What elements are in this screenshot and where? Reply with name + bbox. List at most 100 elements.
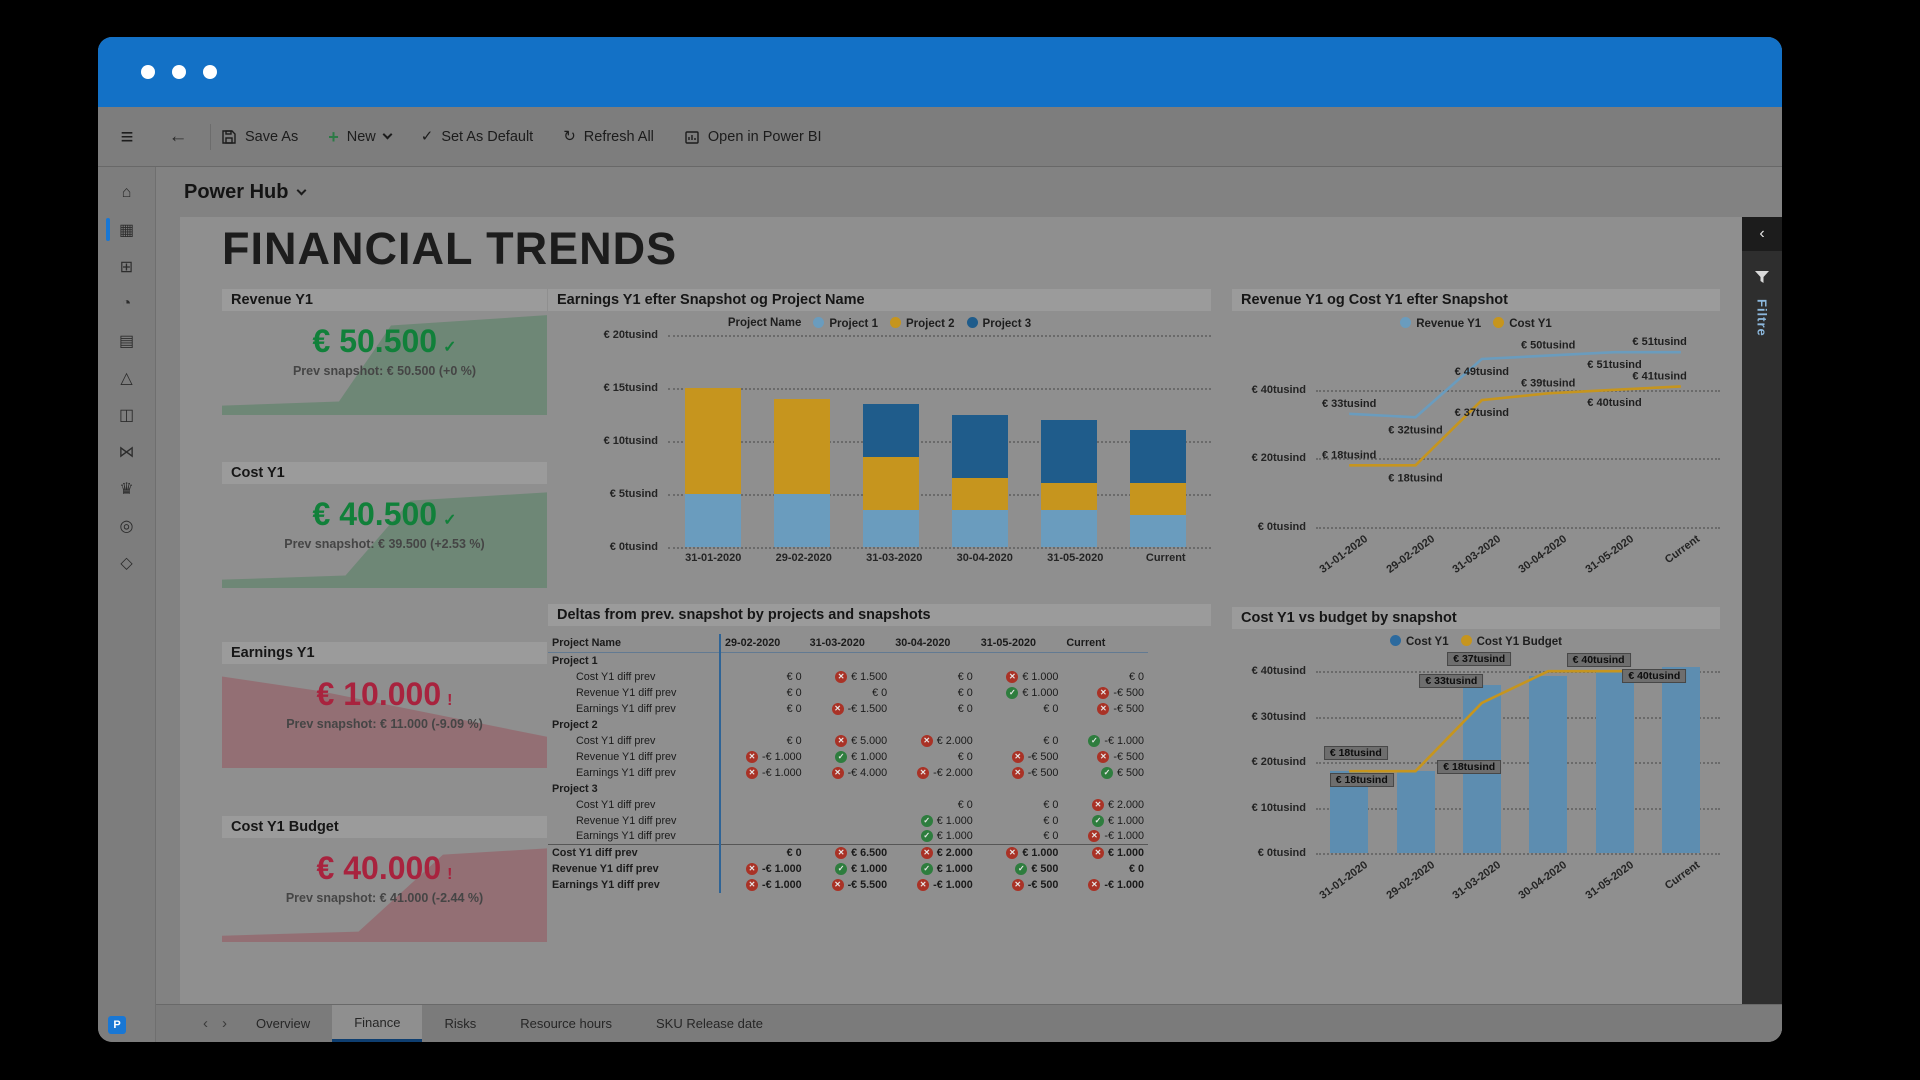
cell[interactable]: ✕ € 6.500 bbox=[805, 844, 892, 861]
window-dot-3[interactable] bbox=[203, 65, 217, 79]
bar-cost-y1-current[interactable] bbox=[1661, 666, 1700, 853]
cell[interactable] bbox=[719, 652, 806, 669]
line-cost-y1[interactable] bbox=[1349, 385, 1681, 467]
bar-segment-project-1-30-04-2020[interactable] bbox=[952, 509, 1009, 547]
cell[interactable]: € 0 bbox=[806, 685, 892, 701]
bar-segment-project-2-31-05-2020[interactable] bbox=[1041, 483, 1098, 510]
cell[interactable]: € 0 bbox=[891, 749, 977, 765]
cell[interactable] bbox=[719, 796, 806, 813]
sidebar-item-boards[interactable]: ⊞ bbox=[98, 251, 155, 282]
cell[interactable]: ✕ -€ 4.000 bbox=[806, 765, 892, 781]
window-dot-2[interactable] bbox=[172, 65, 186, 79]
cell[interactable]: ✕ -€ 500 bbox=[977, 765, 1063, 781]
legend-item-revenue-y1[interactable]: Revenue Y1 bbox=[1400, 316, 1481, 330]
legend-item-project-1[interactable]: Project 1 bbox=[813, 316, 878, 330]
bar-segment-project-1-31-05-2020[interactable] bbox=[1041, 509, 1098, 547]
cell[interactable]: ✓ € 1.000 bbox=[1062, 813, 1148, 829]
cell[interactable]: € 0 bbox=[719, 684, 806, 701]
table-row-cost-y1-diff-prev[interactable]: Cost Y1 diff prev € 0 ✕ € 6.500 ✕ € 2.000 ✕ € 1… bbox=[548, 844, 1148, 861]
sidebar-item-links[interactable]: ⋈ bbox=[98, 436, 155, 467]
cell[interactable]: ✕ -€ 1.000 bbox=[719, 748, 806, 765]
table-row-earnings-y1-diff-prev[interactable]: Earnings Y1 diff prev ✓ € 1.000 € 0 ✕ -€ 1.00… bbox=[548, 828, 1148, 845]
sidebar-item-globe[interactable]: ◔ bbox=[98, 288, 155, 319]
collapse-filter-pane-button[interactable]: ‹ bbox=[1742, 217, 1782, 251]
bar-segment-project-1-29-02-2020[interactable] bbox=[773, 494, 830, 547]
cell[interactable]: € 0 bbox=[719, 668, 806, 685]
cell[interactable]: ✓ € 500 bbox=[977, 861, 1063, 877]
power-apps-badge[interactable]: P bbox=[108, 1016, 126, 1034]
tab-finance[interactable]: Finance bbox=[332, 1005, 423, 1042]
column-header-31-03-2020[interactable]: 31-03-2020 bbox=[805, 634, 892, 653]
bar-segment-project-1-31-03-2020[interactable] bbox=[862, 509, 919, 547]
cell[interactable] bbox=[806, 813, 892, 829]
sidebar-item-people[interactable]: ◇ bbox=[98, 547, 155, 578]
cell[interactable]: ✕ -€ 1.000 bbox=[719, 860, 806, 877]
table-row-cost-y1-diff-prev[interactable]: Cost Y1 diff prev € 0 ✕ € 1.500 € 0 ✕ € 1.000 €… bbox=[548, 668, 1148, 685]
cell[interactable]: € 0 bbox=[719, 844, 806, 861]
cell[interactable]: ✕ -€ 1.000 bbox=[891, 877, 977, 893]
column-header-30-04-2020[interactable]: 30-04-2020 bbox=[891, 634, 977, 653]
cell[interactable]: ✕ -€ 2.000 bbox=[891, 765, 977, 781]
cell[interactable] bbox=[1062, 653, 1148, 669]
line-revenue-y1[interactable] bbox=[1349, 350, 1681, 419]
cell[interactable]: ✕ -€ 5.500 bbox=[806, 877, 892, 893]
table-row-revenue-y1-diff-prev[interactable]: Revenue Y1 diff prev ✕ -€ 1.000 ✓ € 1.000 ✓ € … bbox=[548, 860, 1148, 877]
cell[interactable]: ✕ -€ 500 bbox=[1062, 749, 1148, 765]
bar-segment-project-1-current[interactable] bbox=[1130, 515, 1187, 547]
bar-segment-project-2-current[interactable] bbox=[1130, 483, 1187, 516]
legend-item-cost-y1-budget[interactable]: Cost Y1 Budget bbox=[1460, 634, 1562, 648]
table-row-cost-y1-diff-prev[interactable]: Cost Y1 diff prev € 0 ✕ € 5.000 ✕ € 2.000 € 0 ✓… bbox=[548, 732, 1148, 749]
cell[interactable]: € 0 bbox=[977, 797, 1063, 813]
cell[interactable] bbox=[891, 781, 977, 797]
table-row-revenue-y1-diff-prev[interactable]: Revenue Y1 diff prev ✕ -€ 1.000 ✓ € 1.000 € 0… bbox=[548, 748, 1148, 765]
cell[interactable]: € 0 bbox=[891, 669, 977, 685]
bar-segment-project-2-31-01-2020[interactable] bbox=[684, 388, 741, 494]
cell[interactable] bbox=[719, 780, 806, 797]
cell[interactable] bbox=[806, 717, 892, 733]
tabs-next-icon[interactable]: › bbox=[222, 1015, 227, 1032]
cell[interactable]: ✕ -€ 1.000 bbox=[719, 876, 806, 893]
cell[interactable]: ✕ € 5.000 bbox=[806, 733, 892, 749]
hamburger-menu-icon[interactable]: ≡ bbox=[120, 123, 134, 149]
cell[interactable]: ✕ -€ 500 bbox=[977, 749, 1063, 765]
table-row-earnings-y1-diff-prev[interactable]: Earnings Y1 diff prev ✕ -€ 1.000 ✕ -€ 4.000 ✕… bbox=[548, 764, 1148, 781]
cell[interactable]: ✓ € 1.000 bbox=[891, 861, 977, 877]
cell[interactable]: ✕ € 2.000 bbox=[1062, 797, 1148, 813]
page-title-chevron-icon[interactable] bbox=[297, 185, 307, 195]
cell[interactable] bbox=[891, 653, 977, 669]
cell[interactable]: ✕ € 2.000 bbox=[891, 733, 977, 749]
table-row-earnings-y1-diff-prev[interactable]: Earnings Y1 diff prev € 0 ✕ -€ 1.500 € 0 € 0 ✕… bbox=[548, 700, 1148, 717]
cell[interactable]: ✕ € 2.000 bbox=[891, 844, 977, 861]
cell[interactable]: ✓ € 1.000 bbox=[806, 861, 892, 877]
cell[interactable]: ✓ € 1.000 bbox=[806, 749, 892, 765]
cell[interactable]: € 0 bbox=[977, 733, 1063, 749]
set-as-default-button[interactable]: ✓ Set As Default bbox=[421, 129, 533, 145]
cell[interactable] bbox=[977, 781, 1063, 797]
tab-risks[interactable]: Risks bbox=[444, 1016, 477, 1031]
filter-pane-label[interactable]: Filtre bbox=[1754, 299, 1770, 337]
column-header-31-05-2020[interactable]: 31-05-2020 bbox=[976, 634, 1063, 653]
column-header-current[interactable]: Current bbox=[1062, 634, 1148, 653]
line-cost-y1-budget[interactable] bbox=[1349, 669, 1681, 773]
table-row-cost-y1-diff-prev[interactable]: Cost Y1 diff prev € 0 € 0 ✕ € 2.000 bbox=[548, 796, 1148, 813]
cell[interactable]: ✕ € 1.000 bbox=[1062, 844, 1148, 861]
cell[interactable] bbox=[1062, 781, 1148, 797]
cell[interactable]: € 0 bbox=[719, 732, 806, 749]
legend-item-cost-y1[interactable]: Cost Y1 bbox=[1493, 316, 1552, 330]
cell[interactable]: ✓ € 1.000 bbox=[891, 813, 977, 829]
cell[interactable] bbox=[891, 717, 977, 733]
bar-segment-project-1-31-01-2020[interactable] bbox=[684, 494, 741, 547]
kpi-card-earnings-y1[interactable]: Earnings Y1 € 10.000! Prev snapshot: € 1… bbox=[222, 642, 547, 768]
bar-cost-y1-31-05-2020[interactable] bbox=[1595, 671, 1634, 853]
new-button[interactable]: + New bbox=[328, 128, 393, 146]
cell[interactable]: ✕ € 1.000 bbox=[976, 844, 1063, 861]
legend-item-project-3[interactable]: Project 3 bbox=[966, 316, 1031, 330]
cell[interactable]: ✕ -€ 1.000 bbox=[1062, 877, 1148, 893]
bar-cost-y1-29-02-2020[interactable] bbox=[1396, 771, 1435, 853]
bar-cost-y1-30-04-2020[interactable] bbox=[1529, 675, 1568, 853]
table-row-project-2[interactable]: Project 2 bbox=[548, 716, 1148, 733]
cell[interactable]: ✕ -€ 1.000 bbox=[1062, 829, 1148, 845]
cell[interactable]: ✕ -€ 500 bbox=[1062, 685, 1148, 701]
chevron-down-icon[interactable] bbox=[382, 129, 393, 140]
sidebar-item-prism[interactable]: △ bbox=[98, 362, 155, 393]
